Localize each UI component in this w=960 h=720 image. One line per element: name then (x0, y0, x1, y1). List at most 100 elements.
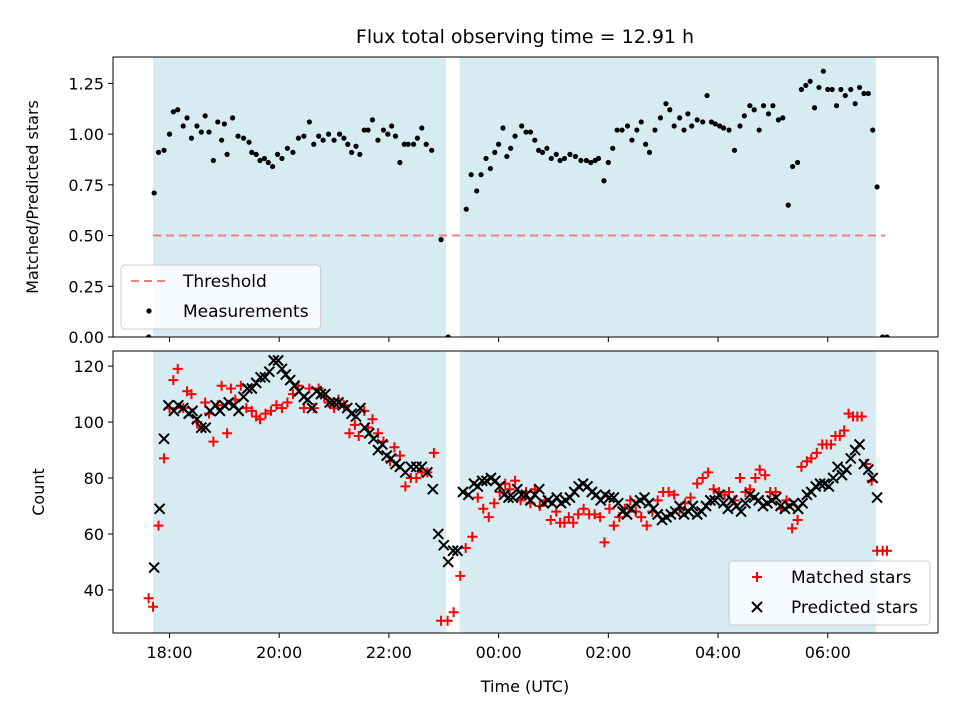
matched-star-point (460, 542, 471, 553)
measurement-point (270, 163, 276, 170)
matched-star-point (494, 487, 505, 497)
predicted-star-point (507, 491, 519, 504)
measurement-point (284, 145, 291, 151)
measurement-point (756, 127, 762, 133)
predicted-star-point (254, 371, 267, 384)
measurement-point (527, 129, 534, 135)
measurement-point (874, 184, 880, 190)
measurement-point (798, 86, 805, 93)
measurement-point (401, 141, 407, 147)
matched-star-point (265, 405, 276, 416)
measurement-point (320, 137, 326, 143)
measurement-point (429, 147, 435, 153)
predicted-star-point (704, 494, 717, 507)
measurement-point (544, 145, 550, 151)
measurement-point (316, 133, 322, 139)
predicted-star-point (867, 472, 879, 484)
measurement-point (619, 127, 625, 133)
legend: Threshold Measurements (120, 264, 322, 330)
measurement-point (610, 145, 616, 151)
y-axis-label: Matched/Predicted stars (23, 100, 42, 294)
measurement-point (188, 135, 195, 141)
predicted-star-point (432, 528, 444, 540)
measurement-point (712, 121, 718, 127)
measurement-point (180, 123, 186, 129)
matched-star-point (367, 414, 378, 425)
measurement-point (572, 153, 579, 160)
measurement-point (478, 172, 484, 178)
matched-star-point (834, 431, 845, 442)
matched-star-point (216, 380, 227, 391)
matched-star-point (168, 375, 179, 386)
measurement-point (445, 334, 451, 337)
matched-star-point (703, 467, 714, 478)
matched-star-point (856, 411, 867, 422)
measurement-point (848, 86, 854, 93)
measurement-point (539, 149, 546, 155)
predicted-star-point (447, 545, 459, 557)
measurement-point (253, 151, 259, 157)
measurement-point (553, 151, 559, 157)
matched-star-point (559, 517, 570, 528)
predicted-star-point (306, 402, 318, 414)
measurement-point (405, 141, 411, 147)
measurement-point (614, 127, 620, 133)
measurement-point (246, 139, 252, 145)
matched-star-point (734, 473, 745, 484)
measurement-point (833, 103, 840, 109)
matched-star-point (467, 531, 478, 542)
measurement-point (224, 151, 230, 157)
measurement-point (700, 119, 706, 125)
predicted-star-point (302, 393, 314, 406)
predicted-star-point (533, 483, 545, 495)
matched-star-point (455, 570, 466, 581)
measurement-point (861, 90, 867, 97)
measurement-point (290, 149, 296, 155)
matched-star-point (599, 537, 610, 548)
measurement-point (852, 101, 858, 107)
predicted-star-point (462, 489, 475, 501)
matched-star-point (826, 439, 837, 450)
matched-star-point (697, 473, 708, 484)
matched-star-point (411, 473, 422, 484)
predicted-star-point (272, 354, 284, 367)
legend-label: Measurements (183, 302, 309, 322)
matched-star-point (881, 545, 892, 556)
predicted-star-point (871, 491, 883, 504)
x-tick-label: 22:00 (366, 643, 412, 662)
measurement-point (811, 105, 818, 111)
y-tick-label: 0.50 (68, 227, 104, 246)
predicted-star-point (687, 500, 699, 512)
matched-star-point (153, 520, 164, 531)
predicted-star-point (739, 497, 752, 509)
predicted-star-point (186, 405, 199, 417)
measurement-point (532, 137, 538, 143)
measurement-point (663, 101, 669, 107)
predicted-star-point (722, 503, 734, 515)
measurement-point (500, 125, 506, 131)
matched-star-point (172, 363, 183, 374)
measurement-point (519, 123, 525, 129)
observing-window-2 (459, 57, 877, 337)
matched-star-point (510, 475, 521, 486)
measurement-point (468, 172, 474, 178)
measurement-point (336, 131, 343, 137)
predicted-star-point (814, 477, 826, 490)
predicted-star-point (421, 466, 434, 479)
measurement-point (652, 127, 658, 133)
measurement-point (487, 165, 493, 172)
measurement-point (235, 133, 241, 139)
x-tick-label: 02:00 (585, 643, 631, 662)
legend-predicted-swatch (751, 601, 763, 613)
predicted-star-point (199, 421, 212, 434)
matched-star-point (478, 503, 489, 514)
measurement-point (747, 103, 753, 109)
measurement-point (770, 103, 776, 109)
matched-star-point (754, 464, 765, 475)
measurement-point (369, 117, 376, 123)
predicted-star-point (845, 452, 857, 465)
predicted-star-point (276, 363, 288, 375)
measurement-point (726, 127, 732, 133)
y-axis-label: Count (29, 468, 48, 516)
measurement-point (720, 125, 727, 131)
